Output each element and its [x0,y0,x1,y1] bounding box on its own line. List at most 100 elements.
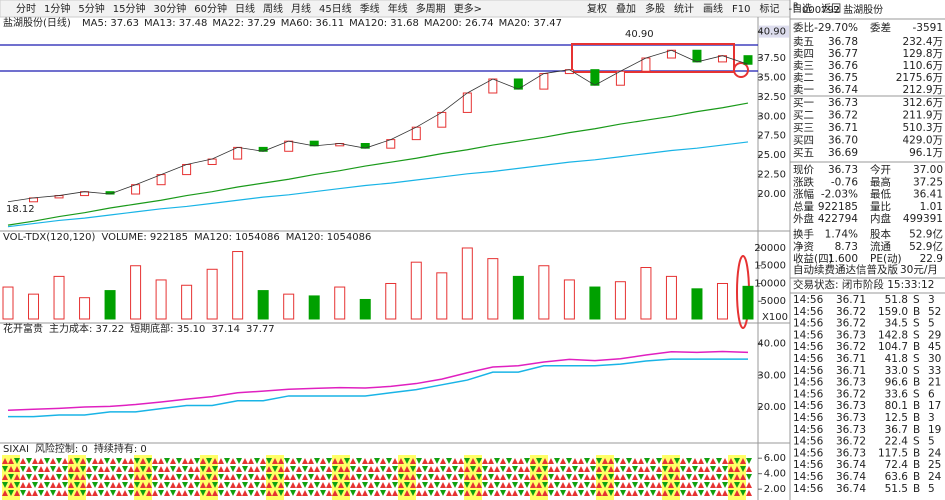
signal-arrow [716,474,722,480]
signal-arrow [110,490,116,496]
signal-arrow [428,458,434,464]
signal-arrow [92,482,98,488]
signal-arrow [146,490,152,496]
signal-arrow [566,458,572,464]
signal-arrow [674,482,680,488]
signal-arrow [410,474,416,480]
signal-arrow [254,490,260,496]
signal-arrow [302,482,308,488]
signal-arrow [20,490,26,496]
q-label: 卖一 [793,84,814,96]
candle [437,111,447,128]
q-label: 最低 [870,188,891,201]
signal-arrow [572,466,578,472]
q-label: 卖四 [793,48,814,60]
q-value: 52.9亿 [909,240,943,253]
signal-arrow [248,474,254,480]
q-value: 36.77 [828,48,858,60]
q-value: -29.70% [814,22,858,34]
signal-arrow [170,466,176,472]
tick-count: 33 [928,365,941,377]
signal-arrow [368,490,374,496]
signal-arrow [404,482,410,488]
signal-arrow [344,466,350,472]
signal-arrow [362,474,368,480]
signal-arrow [572,458,578,464]
period-tab: 月线 [291,2,311,15]
signal-arrow [608,482,614,488]
tick-volume: 72.4 [885,459,909,471]
signal-arrow [44,458,50,464]
signal-arrow [164,490,170,496]
signal-arrow [314,466,320,472]
tick-side: B [913,471,920,483]
signal-arrow [458,466,464,472]
period-tab: 15分钟 [113,2,146,15]
ma-legend: MA13: 37.48 [144,18,207,29]
q-volume: 211.9万 [902,110,943,122]
signal-arrow [290,466,296,472]
signal-arrow [740,474,746,480]
tick-price: 36.73 [836,447,866,459]
signal-arrow [236,466,242,472]
signal-arrow [338,482,344,488]
signal-arrow [578,490,584,496]
signal-arrow [20,466,26,472]
signal-arrow [68,458,74,464]
signal-arrow [242,482,248,488]
signal-arrow [698,458,704,464]
tick-count: 24 [928,471,942,483]
signal-arrow [326,474,332,480]
signal-arrow [494,490,500,496]
signal-arrow [440,458,446,464]
signal-arrow [116,458,122,464]
indicator-legend: 主力成本: 37.22 [49,322,124,335]
ad[interactable]: 自动续费通达信普及版 [793,263,898,276]
tick-side: B [913,377,920,389]
signal-arrow [236,474,242,480]
tool-button: 多股 [645,2,665,15]
signal-arrow [362,490,368,496]
volume-title: VOL-TDX(120,120) [3,232,96,243]
signal-arrow [206,482,212,488]
signal-arrow [746,482,752,488]
signal-arrow [434,490,440,496]
candle [462,92,472,113]
ma120-line [7,102,749,226]
signal-arrow [128,466,134,472]
signal-arrow [308,482,314,488]
signal-arrow [536,466,542,472]
signal-arrow [668,482,674,488]
y-tick-label: 22.50 [757,170,786,181]
signal-arrow [50,490,56,496]
q-volume: 212.9万 [902,84,943,96]
q-value: -2.03% [821,189,858,201]
signal-arrow [500,458,506,464]
signal-arrow [578,474,584,480]
signal-arrow [710,482,716,488]
signal-arrow [242,458,248,464]
signal-arrow [662,474,668,480]
signal-arrow [734,482,740,488]
signal-arrow [638,490,644,496]
signal-arrow [398,482,404,488]
q-label: 换手 [793,228,814,241]
signal-arrow [128,482,134,488]
signal-arrow [446,474,452,480]
signal-arrow [284,458,290,464]
signal-arrow [476,458,482,464]
signal-arrow [638,474,644,480]
signal-arrow [314,482,320,488]
signal-arrow [248,458,254,464]
signal-arrow [74,474,80,480]
tick-side: B [913,412,920,424]
q-label: 最高 [870,175,891,188]
tick-side: B [913,341,920,353]
low-label: 18.12 [6,204,35,215]
signal-arrow [626,490,632,496]
signal-arrow [416,482,422,488]
signal-arrow [590,482,596,488]
signal-arrow [218,458,224,464]
signal-arrow [560,482,566,488]
signal-arrow [482,474,488,480]
